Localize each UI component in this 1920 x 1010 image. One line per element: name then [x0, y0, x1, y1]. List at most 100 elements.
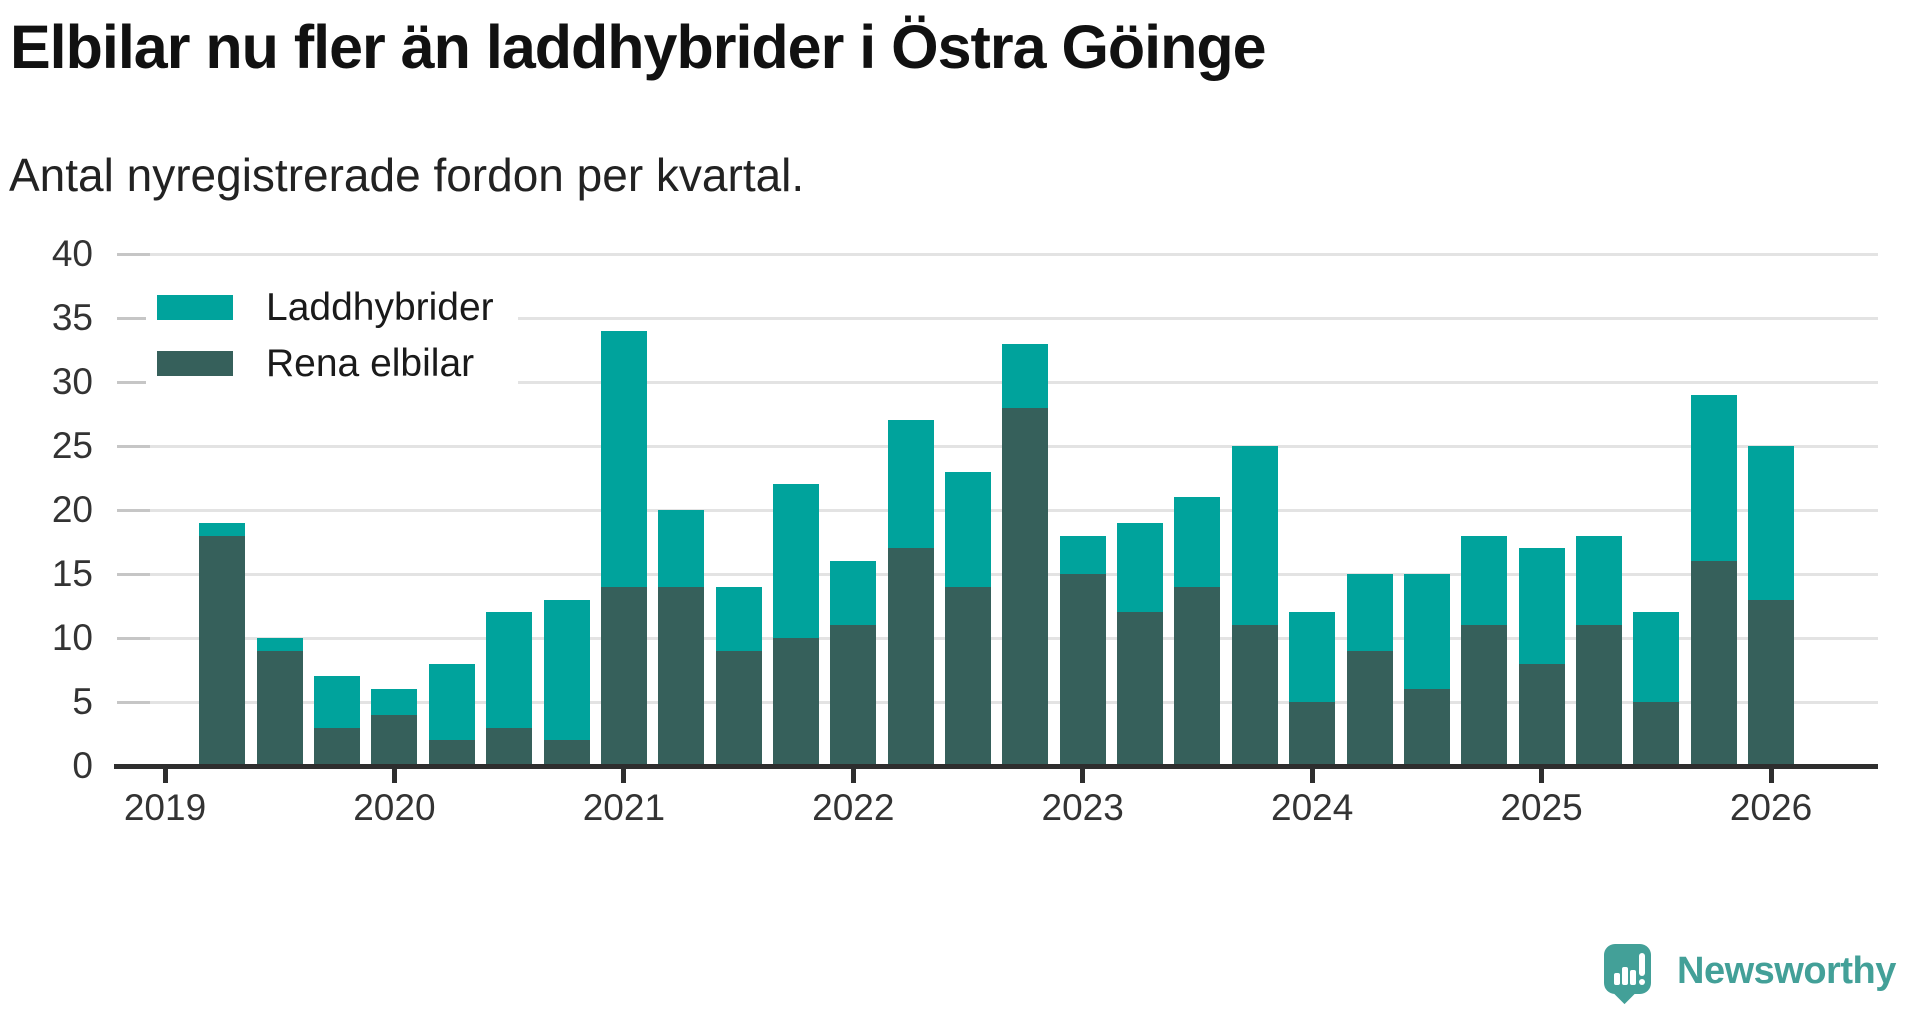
bar-2023-q4-laddhybrider — [1231, 446, 1278, 626]
bar-2022-q1-laddhybrider — [830, 561, 877, 626]
y-axis-tick-mark-35 — [117, 316, 150, 320]
y-axis-tick-mark-40 — [117, 252, 150, 256]
bar-2025-q3-laddhybrider — [1633, 612, 1680, 702]
x-axis-tick-2021 — [621, 769, 627, 783]
x-axis-label-2021: 2021 — [582, 787, 666, 828]
y-axis-tick-mark-25 — [117, 444, 150, 448]
logo-bar-icon — [1614, 973, 1620, 985]
bar-2024-q2-laddhybrider — [1346, 574, 1393, 651]
bar-2023-q1-laddhybrider — [1059, 535, 1106, 574]
bar-2020-q3-rena-elbilar — [486, 727, 533, 766]
bar-2021-q4-laddhybrider — [772, 484, 819, 638]
bar-2021-q2-rena-elbilar — [658, 586, 705, 766]
legend-label-laddhybrider: Laddhybrider — [266, 285, 494, 329]
y-axis-label-5: 5 — [72, 681, 93, 722]
bar-2020-q2-rena-elbilar — [428, 740, 475, 766]
bar-2020-q4-rena-elbilar — [543, 740, 590, 766]
bar-2023-q4-rena-elbilar — [1231, 625, 1278, 766]
legend-swatch-laddhybrider — [157, 294, 233, 320]
y-axis-label-30: 30 — [51, 361, 93, 402]
bar-2025-q2-laddhybrider — [1575, 535, 1622, 626]
bar-2019-q4-rena-elbilar — [314, 727, 361, 766]
bar-2020-q4-laddhybrider — [543, 599, 590, 741]
bar-2020-q1-rena-elbilar — [371, 714, 418, 766]
logo-exclamation-dot-icon — [1639, 979, 1645, 985]
y-axis-label-20: 20 — [51, 489, 93, 530]
x-axis-tick-2026 — [1768, 769, 1774, 783]
bar-2025-q2-rena-elbilar — [1575, 625, 1622, 766]
y-axis-label-10: 10 — [51, 617, 93, 658]
newsworthy-logo-icon — [1604, 944, 1651, 1005]
y-axis-label-15: 15 — [51, 553, 93, 594]
bar-2024-q3-rena-elbilar — [1403, 689, 1450, 766]
x-axis-label-2023: 2023 — [1041, 787, 1124, 828]
chart-title: Elbilar nu fler än laddhybrider i Östra … — [10, 13, 1267, 81]
bar-2020-q1-laddhybrider — [371, 689, 418, 715]
gridline-y35 — [150, 316, 1878, 320]
x-axis-tick-2020 — [391, 769, 397, 783]
logo-exclamation-icon — [1639, 953, 1645, 976]
newsworthy-branding: Newsworthy — [1604, 944, 1896, 1005]
bar-2023-q3-rena-elbilar — [1174, 586, 1221, 766]
gridline-y40 — [150, 252, 1878, 256]
bar-2024-q3-laddhybrider — [1403, 574, 1450, 690]
bar-2024-q4-laddhybrider — [1461, 535, 1508, 626]
bar-2025-q1-rena-elbilar — [1518, 663, 1565, 766]
bar-2019-q2-laddhybrider — [199, 522, 246, 536]
logo-bar-icon — [1630, 970, 1636, 985]
y-axis-tick-mark-30 — [117, 380, 150, 384]
y-axis-label-35: 35 — [51, 297, 93, 338]
bar-2019-q4-laddhybrider — [314, 676, 361, 728]
y-axis-label-25: 25 — [51, 425, 93, 466]
x-axis-tick-2025 — [1539, 769, 1545, 783]
bar-2022-q4-rena-elbilar — [1002, 407, 1049, 766]
bar-2021-q4-rena-elbilar — [772, 638, 819, 766]
bar-2021-q1-rena-elbilar — [600, 586, 647, 766]
legend-item-rena-elbilar: Rena elbilar — [157, 335, 494, 391]
legend: Laddhybrider Rena elbilar — [146, 279, 518, 391]
bar-2020-q3-laddhybrider — [486, 612, 533, 728]
y-axis-tick-mark-10 — [117, 636, 150, 640]
bar-2022-q4-laddhybrider — [1002, 343, 1049, 408]
bar-2022-q2-laddhybrider — [887, 420, 934, 549]
bar-2024-q2-rena-elbilar — [1346, 650, 1393, 766]
bar-2023-q2-rena-elbilar — [1117, 612, 1164, 766]
bar-2021-q2-laddhybrider — [658, 510, 705, 587]
x-axis-label-2019: 2019 — [123, 787, 207, 828]
legend-swatch-rena-elbilar — [157, 350, 233, 376]
bar-2020-q2-laddhybrider — [428, 663, 475, 741]
legend-label-rena-elbilar: Rena elbilar — [266, 341, 475, 385]
bar-2026-q1-laddhybrider — [1748, 446, 1794, 600]
bar-2021-q3-rena-elbilar — [715, 650, 762, 766]
y-axis-tick-mark-15 — [117, 572, 150, 576]
bar-2025-q4-rena-elbilar — [1690, 561, 1737, 766]
chart-subtitle: Antal nyregistrerade fordon per kvartal. — [9, 149, 805, 201]
x-axis-tick-2024 — [1309, 769, 1315, 783]
bar-2026-q1-rena-elbilar — [1748, 599, 1794, 766]
y-axis-tick-mark-20 — [117, 508, 150, 512]
bar-2021-q3-laddhybrider — [715, 586, 762, 651]
bar-2022-q2-rena-elbilar — [887, 548, 934, 766]
bar-2022-q3-laddhybrider — [945, 471, 991, 587]
bar-2025-q4-laddhybrider — [1690, 394, 1737, 562]
x-axis-label-2026: 2026 — [1729, 787, 1813, 828]
x-axis-label-2024: 2024 — [1271, 787, 1354, 828]
bar-2024-q4-rena-elbilar — [1461, 625, 1508, 766]
x-axis-tick-2022 — [850, 769, 856, 783]
y-axis-tick-mark-5 — [117, 700, 150, 704]
y-axis-label-40: 40 — [51, 233, 93, 274]
bar-2025-q3-rena-elbilar — [1633, 702, 1680, 766]
bar-2022-q3-rena-elbilar — [945, 586, 991, 766]
bar-2024-q1-rena-elbilar — [1289, 702, 1336, 766]
x-axis-label-2020: 2020 — [353, 787, 436, 828]
bar-2022-q1-rena-elbilar — [830, 625, 877, 766]
bar-2023-q2-laddhybrider — [1117, 522, 1164, 613]
x-axis-tick-2019 — [162, 769, 168, 783]
bar-2023-q1-rena-elbilar — [1059, 574, 1106, 766]
bar-2025-q1-laddhybrider — [1518, 548, 1565, 664]
x-axis-line — [114, 764, 1878, 769]
bar-2019-q3-laddhybrider — [256, 638, 303, 651]
bar-2019-q2-rena-elbilar — [199, 535, 246, 766]
